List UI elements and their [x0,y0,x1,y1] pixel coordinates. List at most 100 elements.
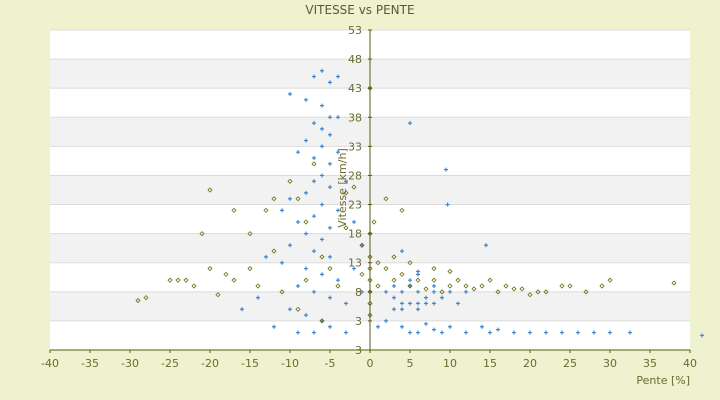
data-point-diamond [343,190,349,196]
data-point-diamond [279,289,285,295]
data-point-plus [400,289,404,294]
data-point-plus [304,231,308,236]
data-point-diamond [223,271,229,277]
data-point-diamond [463,283,469,289]
data-point-diamond [255,283,261,289]
data-point-diamond [447,268,453,275]
data-point-diamond [231,207,237,213]
data-point-diamond [175,277,181,283]
data-point-diamond [671,280,677,286]
data-point-diamond [207,187,213,193]
data-point-plus [304,97,308,102]
data-point-diamond [199,231,205,237]
data-point-plus [440,295,444,300]
data-point-plus [448,289,452,294]
x-tick-label: 15 [483,357,497,370]
data-point-diamond [351,184,357,190]
data-point-plus [408,330,412,335]
y-tick-label: 23 [348,199,362,212]
data-point-plus [328,185,332,190]
x-tick-label: -5 [325,357,336,370]
data-point-diamond [391,277,397,283]
data-point-diamond [271,248,277,254]
data-point-plus [408,278,412,283]
data-point-diamond [471,286,477,292]
data-point-plus [360,243,364,248]
data-point-plus [328,132,332,137]
y-tick-label: 8 [355,286,362,299]
data-point-plus [464,289,468,294]
data-point-plus [264,254,268,259]
data-point-plus [392,284,396,288]
data-point-plus [400,307,404,312]
data-point-diamond [303,277,309,283]
data-point-plus [304,138,308,143]
data-point-plus [592,330,596,335]
data-point-plus [576,330,580,335]
x-tick-label: 10 [443,357,457,370]
data-point-diamond [295,306,301,312]
data-point-diamond [183,277,189,283]
data-point-diamond [447,283,453,289]
data-point-plus [312,330,316,335]
data-point-diamond [311,161,317,167]
data-point-plus [424,295,428,300]
data-point-plus [408,121,412,126]
data-point-plus [608,330,612,335]
data-point-plus [336,150,340,155]
data-point-diamond [263,207,269,213]
data-point-plus [320,144,324,149]
y-tick-label: 38 [348,111,362,124]
x-tick-label: -30 [121,357,139,370]
data-point-plus [360,289,364,294]
x-tick-label: -15 [241,357,259,370]
data-point-diamond [495,289,501,295]
data-point-diamond [407,283,413,289]
data-point-plus [376,324,380,329]
data-point-plus [464,330,468,335]
data-point-plus [484,243,488,248]
data-point-diamond [319,254,325,260]
data-point-diamond [383,196,389,202]
data-point-plus [256,295,260,300]
data-point-diamond [371,219,377,225]
data-point-diamond [319,318,325,324]
data-point-plus [432,327,436,332]
y-tick-label: 53 [348,24,362,37]
data-point-diamond [535,289,541,295]
data-point-diamond [503,283,509,289]
data-point-diamond [207,265,213,272]
data-point-plus [628,330,632,335]
data-point-diamond [343,225,349,231]
data-point-plus [328,324,332,329]
data-point-diamond [423,286,429,292]
data-point-plus [328,115,332,120]
data-point-plus [445,202,450,207]
data-point-plus [296,330,300,335]
data-point-plus [352,220,356,224]
data-point-diamond [287,178,293,184]
data-point-plus [392,307,396,312]
data-point-plus [320,126,324,131]
data-point-plus [400,249,404,254]
x-tick-label: 35 [643,357,657,370]
data-point-diamond [599,283,605,289]
data-point-plus [480,324,484,329]
data-point-diamond [439,289,445,295]
data-point-plus [320,68,324,73]
data-point-plus [312,179,316,184]
data-point-plus [400,324,404,329]
data-point-diamond [335,283,341,289]
data-point-plus [416,269,420,274]
data-point-diamond [215,292,221,298]
data-point-plus [288,196,292,201]
data-point-plus [272,324,276,329]
data-point-plus [488,330,492,335]
y-tick-label: 18 [348,228,362,241]
data-point-plus [408,284,412,288]
data-point-plus [496,327,500,332]
x-tick-label: 20 [523,357,537,370]
data-point-plus [384,289,388,294]
data-point-plus [280,208,284,213]
data-point-diamond [527,292,533,298]
